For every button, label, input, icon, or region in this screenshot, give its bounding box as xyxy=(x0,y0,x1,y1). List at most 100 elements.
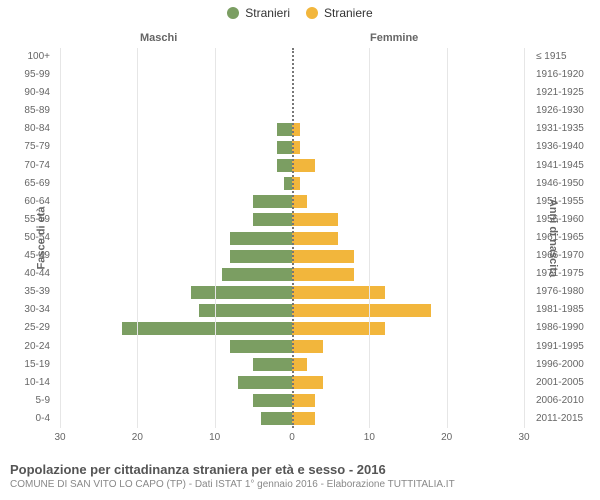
grid-line xyxy=(60,48,61,428)
female-bar xyxy=(292,250,354,263)
x-axis: 3020100102030 xyxy=(60,430,524,450)
female-bar xyxy=(292,412,315,425)
female-bar xyxy=(292,304,431,317)
grid-line xyxy=(447,48,448,428)
age-label: 5-9 xyxy=(36,392,50,410)
legend: Stranieri Straniere xyxy=(0,0,600,28)
female-bar xyxy=(292,268,354,281)
age-label: 95-99 xyxy=(24,66,50,84)
birth-label: 1961-1965 xyxy=(536,229,584,247)
female-bar xyxy=(292,340,323,353)
x-tick: 10 xyxy=(209,432,220,443)
male-bar xyxy=(253,213,292,226)
chart-container: Stranieri Straniere Maschi Femmine Fasce … xyxy=(0,0,600,500)
birth-label: ≤ 1915 xyxy=(536,48,567,66)
birth-label: 1916-1920 xyxy=(536,66,584,84)
birth-label: 1956-1960 xyxy=(536,211,584,229)
age-label: 85-89 xyxy=(24,102,50,120)
age-label: 35-39 xyxy=(24,283,50,301)
male-bar xyxy=(284,177,292,190)
age-label: 65-69 xyxy=(24,175,50,193)
birth-label: 1946-1950 xyxy=(536,175,584,193)
birth-label: 1986-1990 xyxy=(536,319,584,337)
male-bar xyxy=(222,268,292,281)
birth-label: 2001-2005 xyxy=(536,374,584,392)
female-bar xyxy=(292,232,338,245)
birth-label: 1976-1980 xyxy=(536,283,584,301)
female-bar xyxy=(292,159,315,172)
birth-label: 1951-1955 xyxy=(536,193,584,211)
female-half xyxy=(292,48,524,428)
male-bar xyxy=(277,159,292,172)
y-axis-left: 100+95-9990-9485-8980-8475-7970-7465-696… xyxy=(0,48,56,428)
x-tick: 20 xyxy=(441,432,452,443)
grid-line xyxy=(524,48,525,428)
male-bar xyxy=(230,232,292,245)
male-bar xyxy=(191,286,292,299)
age-label: 70-74 xyxy=(24,157,50,175)
x-tick: 20 xyxy=(132,432,143,443)
age-label: 20-24 xyxy=(24,338,50,356)
age-label: 15-19 xyxy=(24,356,50,374)
legend-label: Stranieri xyxy=(245,6,290,20)
x-tick: 0 xyxy=(289,432,295,443)
birth-label: 1941-1945 xyxy=(536,157,584,175)
age-label: 90-94 xyxy=(24,84,50,102)
male-bar xyxy=(277,141,292,154)
male-bar xyxy=(253,394,292,407)
male-bar xyxy=(253,358,292,371)
birth-label: 1981-1985 xyxy=(536,301,584,319)
birth-label: 1991-1995 xyxy=(536,338,584,356)
age-label: 25-29 xyxy=(24,319,50,337)
age-label: 75-79 xyxy=(24,138,50,156)
legend-label: Straniere xyxy=(324,6,373,20)
female-bar xyxy=(292,322,385,335)
legend-item: Stranieri xyxy=(227,6,290,20)
female-bar xyxy=(292,358,307,371)
chart-subtitle: COMUNE DI SAN VITO LO CAPO (TP) - Dati I… xyxy=(10,479,590,490)
birth-label: 1996-2000 xyxy=(536,356,584,374)
birth-label: 2006-2010 xyxy=(536,392,584,410)
age-label: 40-44 xyxy=(24,265,50,283)
grid-line xyxy=(369,48,370,428)
age-label: 0-4 xyxy=(36,410,50,428)
birth-label: 1921-1925 xyxy=(536,84,584,102)
chart-title: Popolazione per cittadinanza straniera p… xyxy=(10,462,590,477)
age-label: 60-64 xyxy=(24,193,50,211)
male-bar xyxy=(277,123,292,136)
birth-label: 1971-1975 xyxy=(536,265,584,283)
female-bar xyxy=(292,213,338,226)
chart-zone: Maschi Femmine Fasce di età Anni di nasc… xyxy=(0,28,600,458)
birth-label: 1926-1930 xyxy=(536,102,584,120)
male-bar xyxy=(261,412,292,425)
females-title: Femmine xyxy=(370,32,418,44)
birth-label: 1931-1935 xyxy=(536,120,584,138)
male-bar xyxy=(122,322,292,335)
birth-label: 1936-1940 xyxy=(536,138,584,156)
grid-line xyxy=(215,48,216,428)
male-bar xyxy=(230,340,292,353)
age-label: 45-49 xyxy=(24,247,50,265)
age-label: 50-54 xyxy=(24,229,50,247)
age-label: 30-34 xyxy=(24,301,50,319)
male-bar xyxy=(253,195,292,208)
age-label: 80-84 xyxy=(24,120,50,138)
female-bar xyxy=(292,195,307,208)
male-bar xyxy=(230,250,292,263)
y-axis-right: ≤ 19151916-19201921-19251926-19301931-19… xyxy=(530,48,600,428)
legend-swatch xyxy=(306,7,318,19)
male-bar xyxy=(199,304,292,317)
grid-line xyxy=(137,48,138,428)
age-label: 55-59 xyxy=(24,211,50,229)
legend-item: Straniere xyxy=(306,6,373,20)
age-label: 100+ xyxy=(27,48,50,66)
birth-label: 2011-2015 xyxy=(536,410,583,428)
birth-label: 1966-1970 xyxy=(536,247,584,265)
center-axis xyxy=(292,48,294,428)
female-bar xyxy=(292,376,323,389)
x-tick: 30 xyxy=(54,432,65,443)
female-bar xyxy=(292,286,385,299)
female-bar xyxy=(292,394,315,407)
x-tick: 30 xyxy=(518,432,529,443)
footer: Popolazione per cittadinanza straniera p… xyxy=(0,458,600,490)
